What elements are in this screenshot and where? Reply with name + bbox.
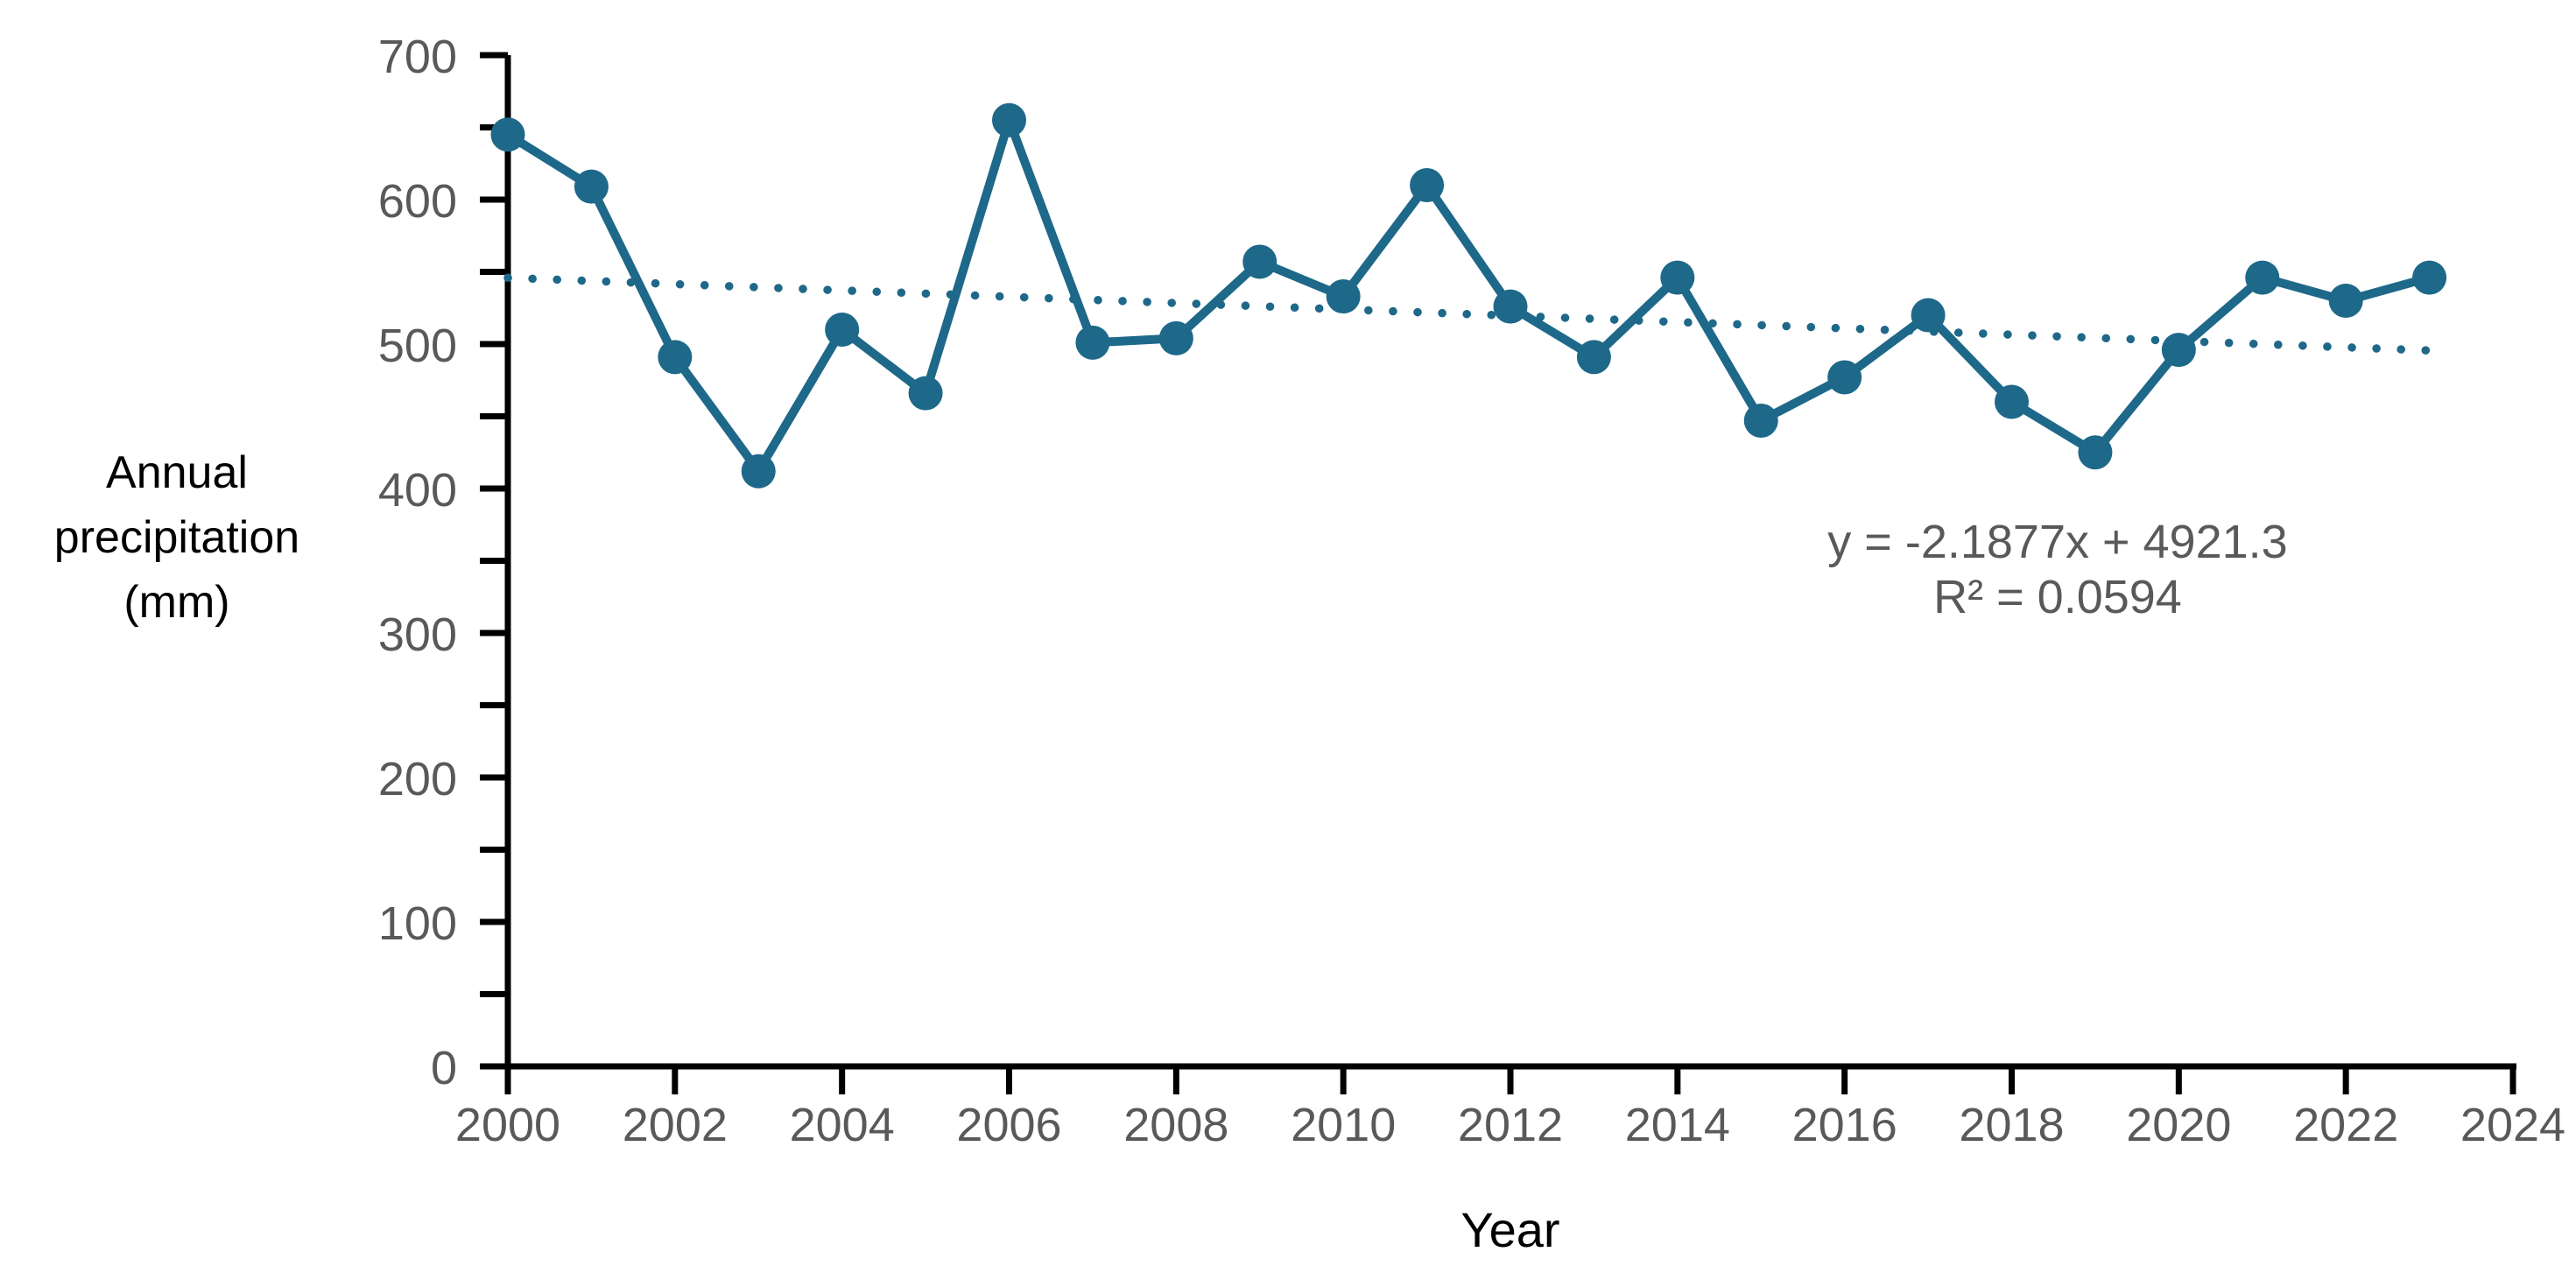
trendline-equation-text: y = -2.1877x + 4921.3 xyxy=(1827,516,2288,568)
data-point-marker xyxy=(2245,260,2280,295)
x-tick-label: 2010 xyxy=(1291,1099,1396,1151)
data-point-marker xyxy=(992,102,1026,137)
y-tick-label: 700 xyxy=(378,31,457,83)
data-point-marker xyxy=(825,313,860,347)
y-tick-label: 400 xyxy=(378,464,457,517)
y-axis-title: Annual precipitation (mm) xyxy=(19,440,334,635)
y-axis-title-line1: Annual xyxy=(106,447,248,498)
data-point-marker xyxy=(908,376,943,411)
data-point-marker xyxy=(1242,244,1277,279)
trendline-equation: y = -2.1877x + 4921.3 R² = 0.0594 xyxy=(1786,515,2329,625)
y-tick-label: 600 xyxy=(378,175,457,228)
data-point-marker xyxy=(1576,340,1611,375)
y-tick-label: 100 xyxy=(378,897,457,950)
data-point-marker xyxy=(1995,384,2029,419)
x-tick-label: 2020 xyxy=(2126,1099,2231,1151)
data-point-marker xyxy=(1075,325,1110,360)
x-tick-label: 2012 xyxy=(1458,1099,1563,1151)
data-point-marker xyxy=(1911,298,1946,333)
y-axis-title-line3: (mm) xyxy=(123,577,230,628)
data-point-marker xyxy=(2412,260,2447,295)
x-axis-title: Year xyxy=(1460,1202,1560,1257)
x-tick-label: 2002 xyxy=(623,1099,728,1151)
x-tick-label: 2014 xyxy=(1625,1099,1730,1151)
trendline-dotted xyxy=(503,273,2434,355)
y-axis-title-line2: precipitation xyxy=(53,512,300,563)
series-line xyxy=(503,116,2434,476)
data-point-marker xyxy=(1743,403,1778,438)
x-tick-label: 2008 xyxy=(1123,1099,1228,1151)
data-point-marker xyxy=(658,340,693,375)
x-tick-label: 2016 xyxy=(1792,1099,1897,1151)
data-point-marker xyxy=(1493,289,1528,324)
y-tick-label: 300 xyxy=(378,608,457,661)
y-tick-label: 500 xyxy=(378,320,457,372)
x-tick-label: 2006 xyxy=(956,1099,1061,1151)
data-point-marker xyxy=(2078,435,2113,470)
data-point-marker xyxy=(490,117,525,152)
data-point-marker xyxy=(1158,320,1193,355)
data-point-marker xyxy=(741,454,776,489)
data-point-marker xyxy=(1660,260,1695,295)
data-point-marker xyxy=(1326,279,1361,314)
data-point-marker xyxy=(2328,284,2363,318)
trendline-r-squared: R² = 0.0594 xyxy=(1933,571,2182,623)
data-point-marker xyxy=(1410,168,1445,202)
x-tick-label: 2018 xyxy=(1959,1099,2064,1151)
x-tick-label: 2024 xyxy=(2460,1099,2565,1151)
y-tick-label: 200 xyxy=(378,753,457,805)
x-tick-label: 2004 xyxy=(790,1099,895,1151)
x-tick-label: 2022 xyxy=(2293,1099,2398,1151)
x-tick-label: 2000 xyxy=(455,1099,560,1151)
data-point-marker xyxy=(2161,333,2196,368)
y-tick-label: 0 xyxy=(431,1042,457,1094)
data-point-marker xyxy=(574,169,609,204)
data-point-marker xyxy=(1827,360,1862,395)
